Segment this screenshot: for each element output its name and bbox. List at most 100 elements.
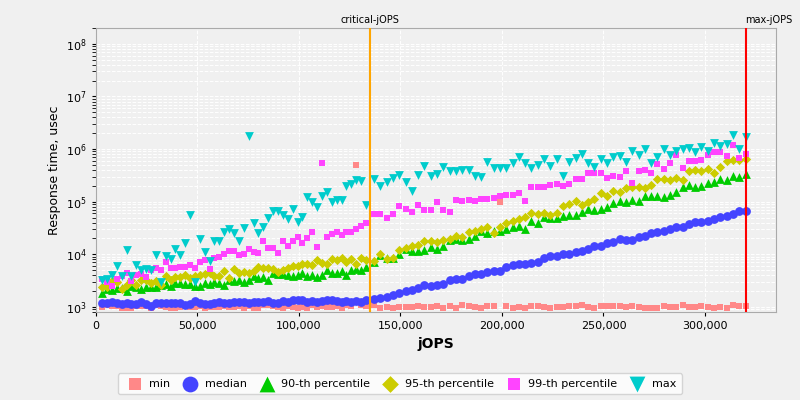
95-th percentile xyxy=(350,261,362,267)
99-th percentile xyxy=(437,207,450,213)
max xyxy=(257,224,270,230)
min xyxy=(424,304,437,310)
90-th percentile xyxy=(222,277,235,284)
min xyxy=(412,302,425,309)
90-th percentile xyxy=(456,236,469,243)
max xyxy=(456,167,469,173)
median xyxy=(739,208,752,214)
99-th percentile xyxy=(544,182,557,188)
90-th percentile xyxy=(184,280,197,287)
95-th percentile xyxy=(272,269,285,275)
99-th percentile xyxy=(238,251,250,258)
90-th percentile xyxy=(286,273,299,279)
95-th percentile xyxy=(134,277,147,284)
max xyxy=(487,164,500,171)
median xyxy=(601,240,614,246)
99-th percentile xyxy=(399,205,412,212)
median xyxy=(150,300,162,306)
95-th percentile xyxy=(374,251,386,257)
min xyxy=(134,303,147,310)
90-th percentile xyxy=(233,277,246,283)
95-th percentile xyxy=(164,276,177,283)
max xyxy=(277,212,290,219)
95-th percentile xyxy=(658,176,670,182)
95-th percentile xyxy=(676,177,689,183)
99-th percentile xyxy=(619,168,632,174)
max xyxy=(354,178,367,184)
99-th percentile xyxy=(164,265,177,272)
max xyxy=(582,160,594,166)
99-th percentile xyxy=(247,248,260,255)
90-th percentile xyxy=(301,273,314,279)
90-th percentile xyxy=(125,283,138,290)
median xyxy=(462,273,475,280)
90-th percentile xyxy=(506,224,519,230)
min xyxy=(682,304,695,310)
99-th percentile xyxy=(374,211,386,218)
min xyxy=(525,302,538,309)
90-th percentile xyxy=(695,183,708,189)
90-th percentile xyxy=(739,170,752,177)
90-th percentile xyxy=(380,255,393,261)
max xyxy=(544,162,557,169)
95-th percentile xyxy=(233,270,246,276)
99-th percentile xyxy=(380,215,393,222)
90-th percentile xyxy=(689,184,702,190)
99-th percentile xyxy=(614,174,626,180)
95-th percentile xyxy=(252,264,265,271)
min xyxy=(430,303,443,310)
95-th percentile xyxy=(614,189,626,195)
95-th percentile xyxy=(106,278,118,284)
median xyxy=(393,290,406,296)
min xyxy=(110,303,123,310)
min xyxy=(164,304,177,311)
99-th percentile xyxy=(134,270,147,277)
median xyxy=(670,224,682,230)
90-th percentile xyxy=(518,226,531,232)
median xyxy=(340,297,353,304)
max xyxy=(720,141,733,148)
median xyxy=(563,251,576,257)
90-th percentile xyxy=(140,284,153,290)
99-th percentile xyxy=(462,197,475,203)
min xyxy=(306,302,318,308)
99-th percentile xyxy=(203,265,216,272)
min xyxy=(203,304,216,310)
max xyxy=(106,272,118,278)
median xyxy=(262,298,274,304)
median xyxy=(266,300,279,306)
max xyxy=(393,172,406,178)
90-th percentile xyxy=(354,267,367,273)
median xyxy=(430,281,443,288)
median xyxy=(286,297,299,304)
95-th percentile xyxy=(720,158,733,164)
min xyxy=(594,303,607,309)
min xyxy=(456,302,469,308)
median xyxy=(695,219,708,226)
median xyxy=(469,271,482,278)
median xyxy=(222,300,235,306)
99-th percentile xyxy=(487,195,500,201)
99-th percentile xyxy=(359,220,372,226)
95-th percentile xyxy=(626,184,638,190)
max xyxy=(418,163,431,169)
90-th percentile xyxy=(430,246,443,252)
90-th percentile xyxy=(130,284,142,290)
95-th percentile xyxy=(670,175,682,181)
90-th percentile xyxy=(213,280,226,286)
max xyxy=(374,182,386,189)
99-th percentile xyxy=(500,192,513,198)
90-th percentile xyxy=(330,270,343,276)
max xyxy=(321,188,334,195)
99-th percentile xyxy=(456,198,469,205)
90-th percentile xyxy=(500,226,513,232)
90-th percentile xyxy=(733,174,746,180)
90-th percentile xyxy=(189,283,202,289)
median xyxy=(228,299,241,306)
median xyxy=(130,300,142,307)
90-th percentile xyxy=(208,279,221,286)
95-th percentile xyxy=(563,200,576,207)
median xyxy=(282,299,294,306)
95-th percentile xyxy=(494,223,506,230)
median xyxy=(720,213,733,219)
